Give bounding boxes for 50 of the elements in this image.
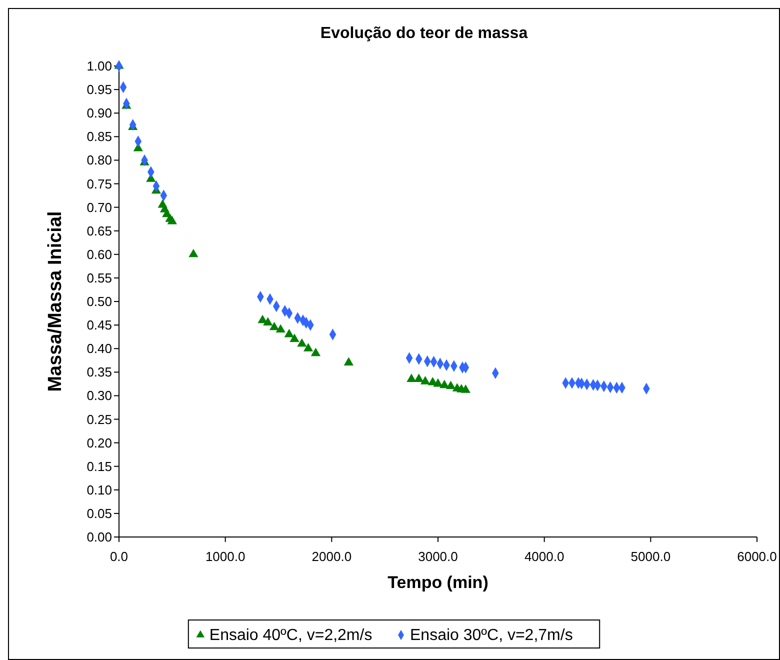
point — [440, 380, 450, 388]
point — [414, 374, 424, 382]
x-tick-label: 4000.0 — [524, 549, 564, 564]
x-tick-label: 5000.0 — [630, 549, 671, 564]
point — [460, 384, 470, 393]
y-tick-label: 0.45 — [86, 318, 112, 333]
point — [310, 348, 321, 356]
y-tick-label: 0.30 — [86, 388, 112, 404]
point — [303, 343, 314, 352]
y-tick-label: 1.00 — [86, 58, 112, 74]
y-axis-title: Massa/Massa Inicial — [45, 211, 66, 392]
y-tick-label: 0.05 — [86, 506, 112, 521]
chart-title: Evolução do teor de massa — [320, 25, 528, 42]
y-tick-label: 0.35 — [86, 364, 112, 380]
y-tick-label: 0.75 — [86, 176, 112, 192]
y-tick-label: 0.15 — [86, 458, 112, 474]
legend-label: Ensaio 30ºC, v=2,7m/s — [410, 627, 573, 644]
point — [284, 328, 294, 338]
legend-label: Ensaio 40ºC, v=2,2m/s — [209, 627, 372, 644]
x-tick-label: 3000.0 — [418, 549, 458, 564]
y-tick-label: 0.25 — [86, 412, 112, 427]
y-tick-label: 0.40 — [86, 341, 112, 356]
point — [344, 357, 354, 366]
x-tick-label: 0.0 — [110, 549, 128, 564]
y-tick-label: 0.85 — [86, 129, 112, 144]
y-tick-label: 0.80 — [86, 152, 112, 168]
point — [446, 380, 456, 390]
x-tick-label: 6000.0 — [737, 549, 777, 564]
y-tick-label: 0.65 — [86, 223, 112, 238]
point — [263, 317, 273, 326]
point — [406, 374, 416, 382]
point — [290, 334, 300, 342]
x-tick-label: 2000.0 — [312, 549, 352, 564]
point — [420, 376, 430, 384]
y-tick-label: 0.55 — [86, 270, 112, 286]
y-tick-label: 0.00 — [86, 530, 112, 544]
y-tick-label: 0.90 — [86, 106, 112, 121]
point — [188, 248, 198, 258]
y-tick-label: 0.50 — [86, 294, 112, 309]
point — [297, 338, 307, 347]
point — [276, 324, 286, 333]
y-tick-label: 0.60 — [86, 246, 112, 262]
point — [269, 322, 280, 330]
y-tick-label: 0.10 — [86, 482, 112, 498]
y-tick-label: 0.70 — [86, 200, 112, 215]
y-tick-label: 0.95 — [86, 82, 112, 98]
y-tick-label: 0.20 — [86, 435, 112, 450]
x-axis-title: Tempo (min) — [388, 573, 488, 592]
point — [167, 216, 177, 224]
x-tick-label: 1000.0 — [205, 549, 246, 564]
